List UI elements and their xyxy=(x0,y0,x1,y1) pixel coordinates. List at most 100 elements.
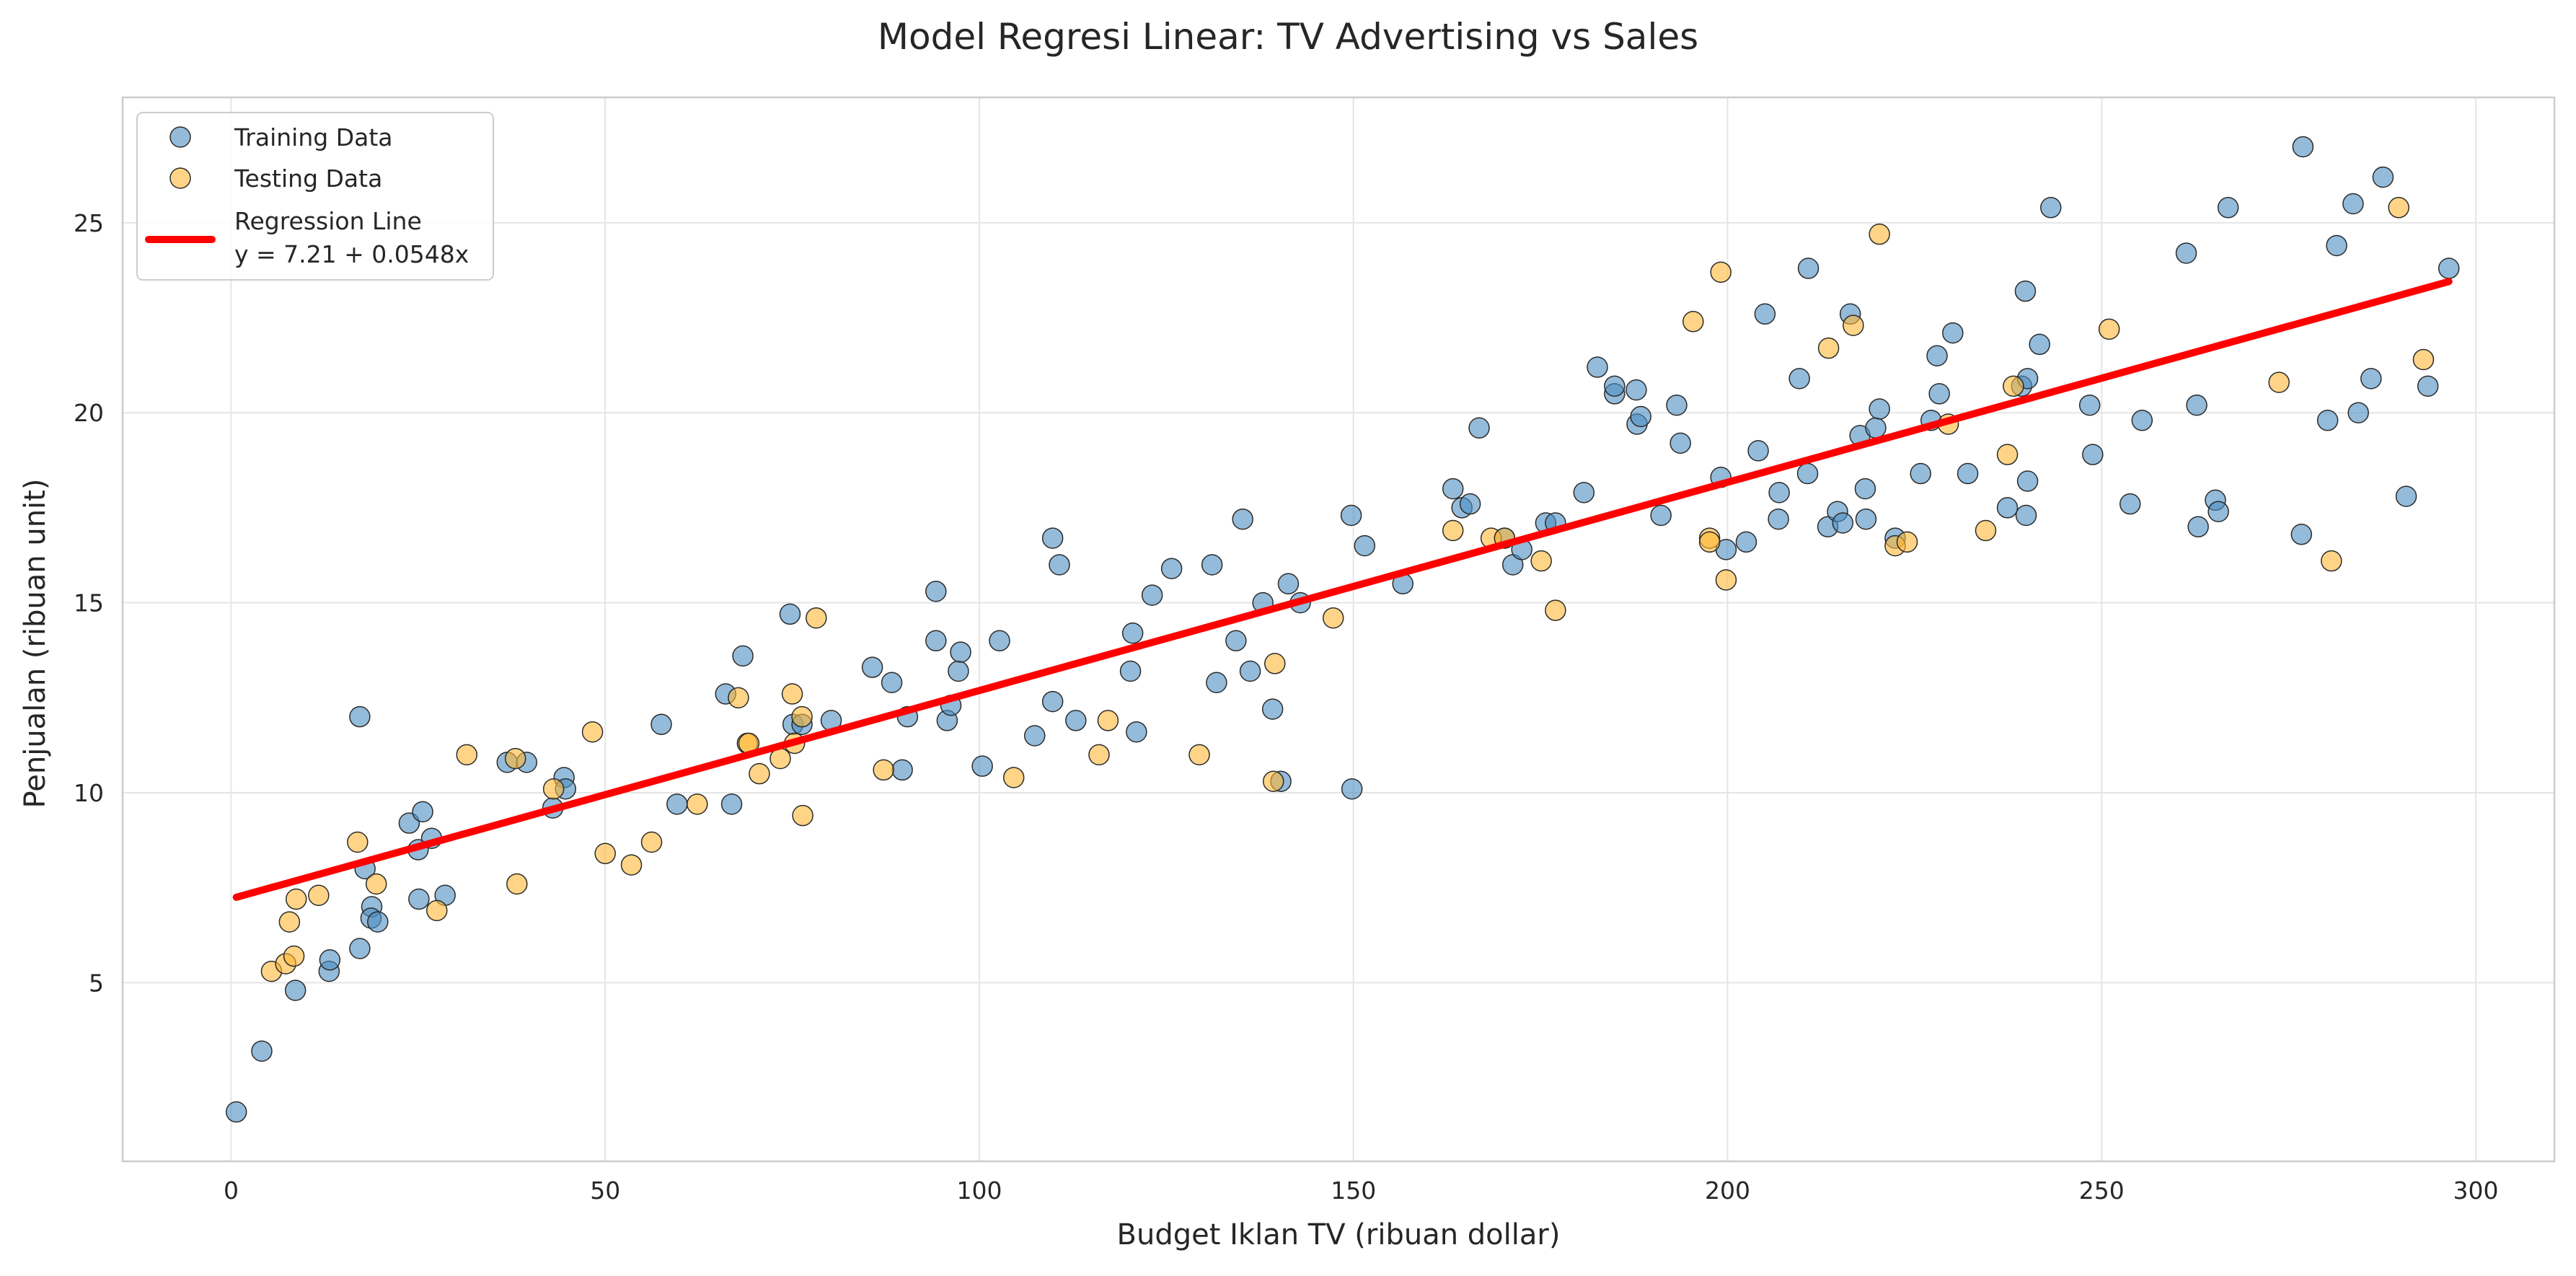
training-point xyxy=(1442,478,1464,500)
training-point xyxy=(1666,394,1688,416)
testing-point xyxy=(2098,318,2120,340)
testing-point xyxy=(749,762,770,785)
training-point xyxy=(1225,630,1247,652)
data-points xyxy=(225,136,2460,1123)
training-point xyxy=(1261,698,1284,720)
legend-testing-label: Testing Data xyxy=(234,164,382,193)
training-point xyxy=(349,705,371,728)
legend: Training Data Testing Data Regression Li… xyxy=(136,112,494,281)
training-point xyxy=(1865,417,1887,439)
testing-point xyxy=(1843,314,1864,336)
testing-point xyxy=(1530,550,1552,572)
training-point xyxy=(1832,512,1854,534)
training-point xyxy=(2217,197,2239,219)
training-point xyxy=(925,630,947,652)
y-tick-label: 15 xyxy=(74,589,104,617)
training-point xyxy=(1630,405,1651,428)
training-point xyxy=(779,603,801,625)
testing-point xyxy=(640,831,663,853)
training-point xyxy=(319,949,341,971)
training-point xyxy=(1341,778,1363,800)
training-point xyxy=(1604,375,1626,397)
training-point xyxy=(412,801,433,823)
training-point xyxy=(1669,432,1691,454)
testing-point xyxy=(594,842,616,865)
testing-point xyxy=(2268,371,2290,393)
training-point xyxy=(1735,531,1757,553)
legend-regression-equation: y = 7.21 + 0.0548x xyxy=(234,240,469,268)
training-point xyxy=(2014,280,2037,302)
training-point xyxy=(1206,672,1227,693)
training-point xyxy=(1587,356,1608,378)
training-point xyxy=(1796,462,1819,485)
training-point xyxy=(1747,440,1769,462)
training-point xyxy=(2131,410,2153,431)
training-point xyxy=(1141,584,1163,606)
training-point xyxy=(2175,242,2197,264)
training-point xyxy=(971,755,993,777)
testing-point xyxy=(426,899,448,922)
plot-area xyxy=(121,96,2556,1163)
testing-point xyxy=(1710,261,1732,283)
testing-point xyxy=(620,854,643,876)
training-point xyxy=(891,759,913,781)
testing-point xyxy=(1442,519,1464,542)
training-point xyxy=(2326,234,2347,257)
training-point xyxy=(2029,333,2050,356)
x-tick-label: 200 xyxy=(1705,1176,1750,1205)
testing-point xyxy=(278,911,301,933)
testing-point xyxy=(1188,744,1210,766)
training-point xyxy=(1942,322,1964,344)
training-point xyxy=(2395,485,2417,507)
training-point xyxy=(1869,398,1890,420)
training-point xyxy=(1768,508,1789,530)
training-point xyxy=(666,793,688,815)
training-point xyxy=(1957,462,1979,485)
training-point xyxy=(284,980,306,1001)
testing-point xyxy=(308,884,330,906)
regression-layer xyxy=(232,278,2453,901)
x-tick-label: 50 xyxy=(590,1176,620,1205)
training-point xyxy=(1277,573,1300,595)
x-tick-label: 150 xyxy=(1331,1176,1376,1205)
training-point xyxy=(1049,554,1070,576)
training-point xyxy=(2347,402,2369,423)
legend-testing-marker xyxy=(169,167,191,189)
testing-point xyxy=(1975,519,1997,542)
testing-point xyxy=(1088,744,1110,766)
testing-point xyxy=(1682,311,1704,333)
training-point xyxy=(1854,478,1876,500)
testing-point xyxy=(1264,653,1286,674)
x-tick-label: 250 xyxy=(2079,1176,2125,1205)
testing-point xyxy=(873,759,894,781)
training-point xyxy=(349,938,371,959)
training-point xyxy=(720,793,743,815)
training-point xyxy=(2292,136,2314,158)
testing-point xyxy=(2388,197,2409,219)
testing-point xyxy=(2412,348,2435,371)
training-point xyxy=(650,713,672,735)
testing-point xyxy=(347,831,369,853)
y-tick-label: 20 xyxy=(74,399,104,427)
training-point xyxy=(1754,303,1776,325)
training-point xyxy=(2316,410,2339,431)
training-point xyxy=(2015,504,2037,527)
testing-point xyxy=(1698,531,1721,553)
training-point xyxy=(1201,554,1223,576)
testing-point xyxy=(687,793,708,815)
training-point xyxy=(1119,660,1142,682)
testing-point xyxy=(728,687,749,709)
testing-point xyxy=(2321,550,2342,572)
testing-point xyxy=(2003,375,2024,397)
testing-point xyxy=(1002,767,1025,788)
y-axis-label: Penjualan (ribuan unit) xyxy=(19,479,52,809)
training-point xyxy=(989,630,1010,652)
legend-training-label: Training Data xyxy=(234,123,393,151)
chart-title: Model Regresi Linear: TV Advertising vs … xyxy=(878,16,1698,58)
training-point xyxy=(2417,375,2439,397)
training-point xyxy=(1468,417,1490,439)
testing-point xyxy=(581,721,604,743)
y-tick-label: 5 xyxy=(89,969,104,997)
regression-line xyxy=(232,278,2453,901)
training-point xyxy=(2039,197,2062,219)
